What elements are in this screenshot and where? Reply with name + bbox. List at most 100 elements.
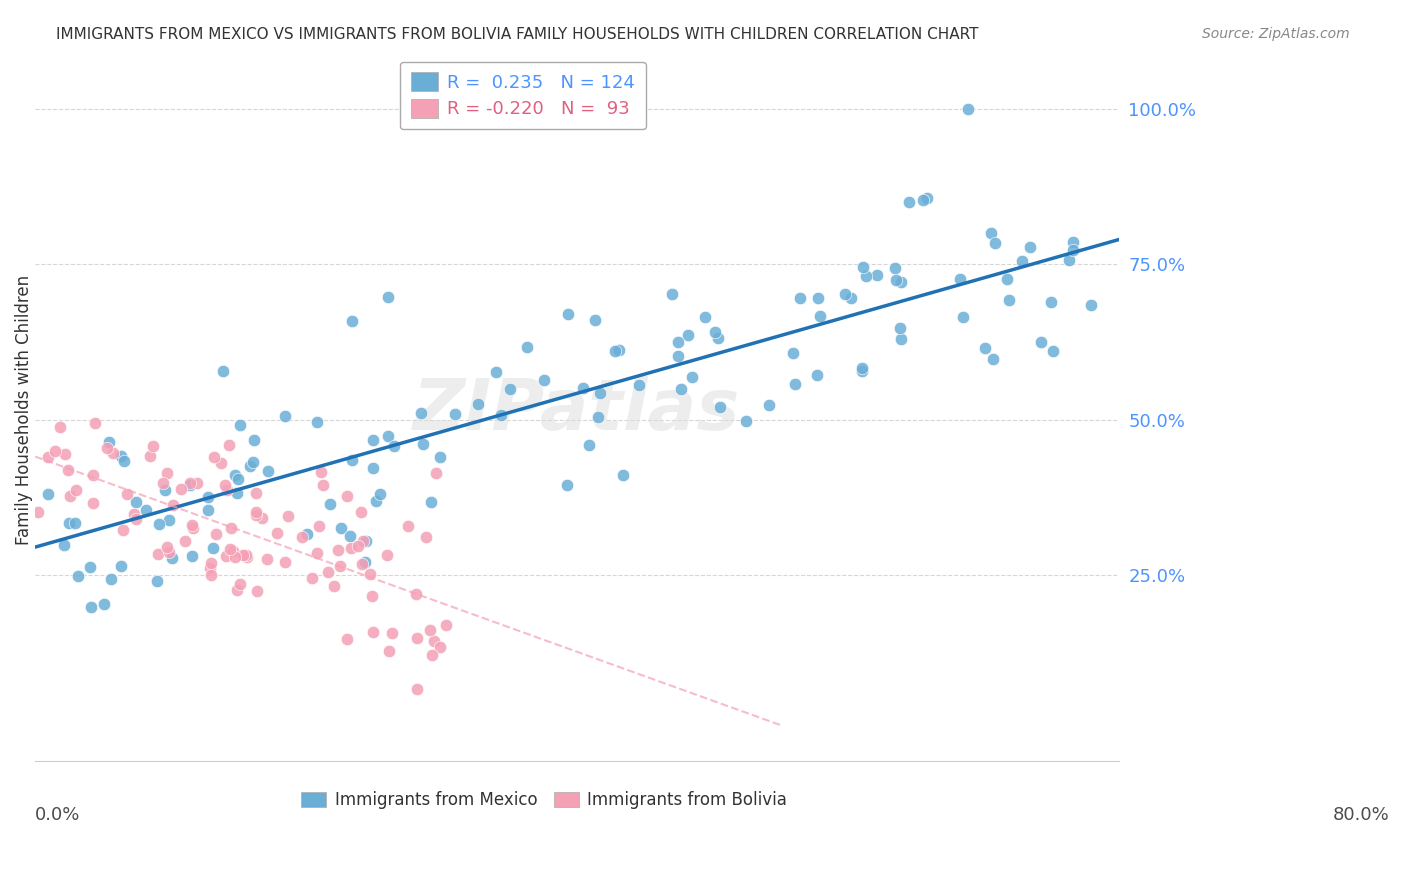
Point (319, 497, 342, 511)
Point (340, 541, 363, 555)
Point (291, 530, 314, 544)
Point (336, 632, 359, 646)
Point (197, 503, 219, 517)
Point (578, 438, 600, 452)
Point (157, 545, 180, 559)
Point (354, 534, 377, 549)
Point (415, 530, 437, 544)
Point (735, 414, 758, 428)
Point (198, 561, 221, 575)
Point (381, 626, 404, 640)
Point (425, 466, 447, 480)
Point (96, 442, 118, 456)
Point (148, 516, 170, 531)
Point (368, 487, 391, 501)
Point (139, 449, 162, 463)
Point (377, 290, 399, 304)
Point (305, 415, 328, 429)
Point (27, 505, 49, 519)
Point (851, 361, 873, 376)
Point (489, 408, 512, 422)
Point (1019, 240, 1042, 254)
Point (44, 444, 66, 458)
Point (361, 624, 384, 639)
Point (571, 381, 593, 395)
Point (329, 521, 352, 535)
Point (1029, 334, 1052, 349)
Legend: Immigrants from Mexico, Immigrants from Bolivia: Immigrants from Mexico, Immigrants from … (295, 784, 794, 815)
Point (295, 527, 318, 541)
Text: IMMIGRANTS FROM MEXICO VS IMMIGRANTS FROM BOLIVIA FAMILY HOUSEHOLDS WITH CHILDRE: IMMIGRANTS FROM MEXICO VS IMMIGRANTS FRO… (56, 27, 979, 42)
Point (889, 321, 911, 335)
Point (1057, 252, 1080, 267)
Point (162, 498, 184, 512)
Point (79, 559, 101, 574)
Point (224, 549, 246, 564)
Point (586, 410, 609, 425)
Point (277, 508, 299, 523)
Point (125, 495, 148, 509)
Point (359, 567, 381, 582)
Point (533, 373, 555, 387)
Point (589, 386, 612, 401)
Point (915, 191, 938, 205)
Point (101, 445, 124, 459)
Point (80, 599, 103, 614)
Point (53, 447, 76, 461)
Point (245, 485, 267, 500)
Point (215, 483, 238, 497)
Point (37, 450, 59, 464)
Point (420, 495, 443, 509)
Point (789, 291, 811, 305)
Text: 80.0%: 80.0% (1333, 806, 1389, 824)
Point (274, 555, 297, 569)
Point (157, 513, 180, 527)
Point (93, 597, 115, 611)
Point (152, 475, 174, 490)
Point (342, 453, 364, 467)
Point (197, 490, 219, 504)
Point (897, 195, 920, 210)
Point (607, 343, 630, 357)
Point (852, 260, 875, 274)
Point (200, 556, 222, 570)
Point (65, 483, 87, 498)
Point (555, 478, 578, 492)
Point (142, 439, 165, 453)
Point (707, 331, 730, 345)
Point (174, 534, 197, 549)
Point (340, 314, 363, 328)
Point (308, 519, 330, 533)
Point (236, 549, 259, 564)
Point (202, 450, 225, 464)
Point (952, 310, 974, 325)
Point (179, 478, 201, 492)
Point (612, 468, 634, 483)
Point (411, 406, 433, 420)
Point (215, 549, 238, 563)
Point (995, 272, 1018, 286)
Point (219, 521, 242, 535)
Point (396, 519, 419, 533)
Point (350, 505, 373, 519)
Point (911, 194, 934, 208)
Point (110, 559, 132, 574)
Point (52, 538, 75, 552)
Point (155, 467, 177, 481)
Point (661, 287, 683, 301)
Point (429, 640, 451, 654)
Text: ZIPatlas: ZIPatlas (413, 376, 741, 445)
Point (49, 420, 72, 434)
Point (1042, 344, 1064, 359)
Point (56, 463, 79, 477)
Point (980, 226, 1002, 240)
Point (361, 460, 384, 475)
Point (627, 378, 650, 392)
Text: 0.0%: 0.0% (35, 806, 80, 824)
Point (855, 269, 877, 284)
Point (948, 272, 970, 286)
Point (181, 517, 204, 532)
Point (1039, 294, 1062, 309)
Point (266, 525, 288, 540)
Point (110, 449, 132, 463)
